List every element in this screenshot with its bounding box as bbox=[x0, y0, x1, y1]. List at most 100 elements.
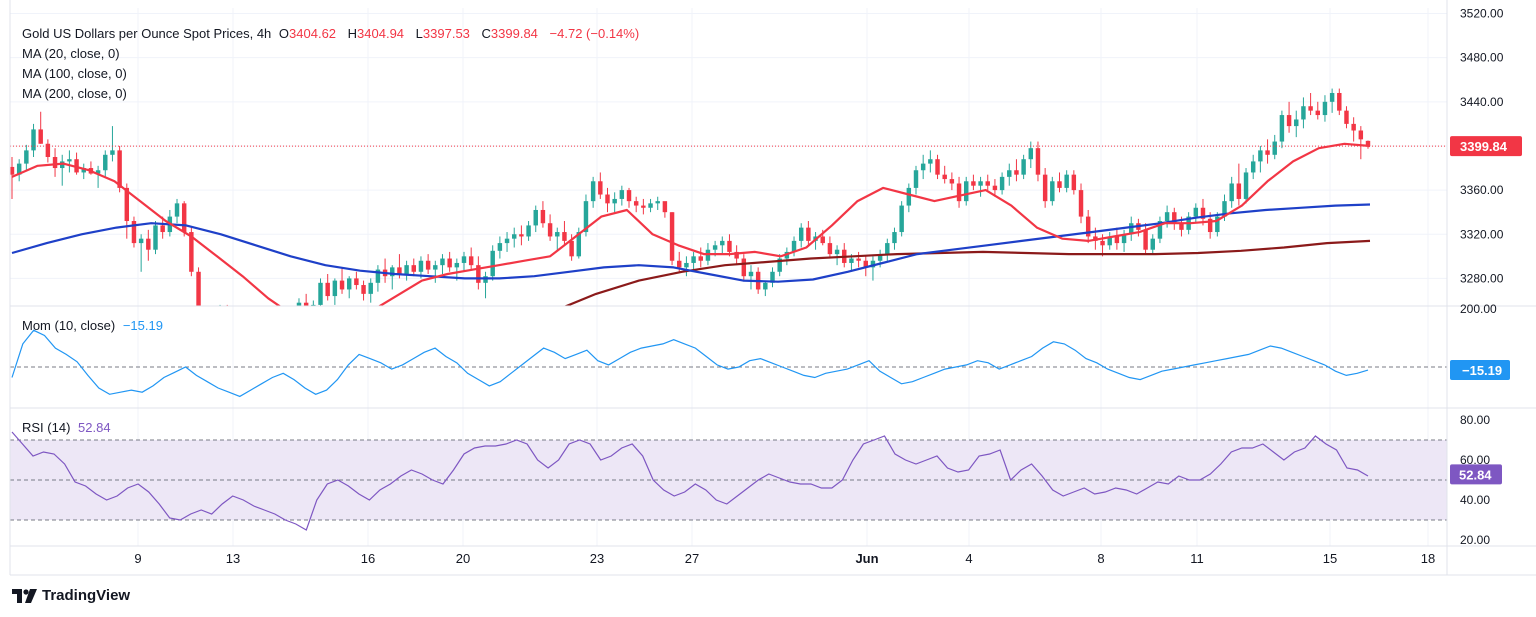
candle-body bbox=[1107, 236, 1112, 246]
momentum-tag bbox=[1450, 360, 1510, 380]
candle-body bbox=[1014, 170, 1019, 175]
chart-title: Gold US Dollars per Ounce Spot Prices, 4… bbox=[22, 26, 272, 41]
ma20-legend[interactable]: MA (20, close, 0) bbox=[22, 46, 120, 61]
candle-body bbox=[1236, 183, 1242, 199]
candle-body bbox=[562, 232, 567, 241]
candle-body bbox=[619, 190, 625, 199]
candle-body bbox=[1121, 234, 1127, 244]
candle-body bbox=[138, 238, 144, 244]
rsi-tag bbox=[1450, 464, 1502, 485]
candle-body bbox=[605, 194, 610, 204]
candle-body bbox=[1351, 123, 1356, 131]
candle-body bbox=[504, 238, 510, 244]
price-panel[interactable] bbox=[10, 88, 1447, 347]
ma20-line bbox=[11, 142, 1371, 306]
candle-body bbox=[103, 154, 108, 171]
candle-body bbox=[856, 258, 861, 261]
candle-body bbox=[1265, 150, 1270, 155]
candle-body bbox=[24, 150, 29, 164]
rsi-line bbox=[11, 431, 1369, 531]
candle-body bbox=[31, 129, 36, 151]
candle-body bbox=[1243, 172, 1249, 199]
candle-body bbox=[763, 282, 768, 290]
candle-body bbox=[1337, 92, 1342, 111]
high-value: 3404.94 bbox=[357, 26, 405, 41]
candle-body bbox=[189, 232, 194, 272]
axes: 3520.003480.003440.003400.003360.003320.… bbox=[9, 0, 1536, 576]
candle-body bbox=[612, 198, 617, 204]
candle-body bbox=[196, 271, 201, 306]
candle-body bbox=[705, 249, 711, 261]
time-tick-label: 13 bbox=[226, 551, 240, 566]
candle-body bbox=[906, 187, 912, 206]
change-value: −4.72 (−0.14%) bbox=[549, 26, 640, 41]
candle-body bbox=[1035, 148, 1041, 175]
candle-body bbox=[296, 302, 302, 306]
candle-body bbox=[1085, 216, 1091, 237]
candle-body bbox=[1028, 148, 1034, 160]
open-key: O bbox=[278, 26, 290, 41]
candle-body bbox=[1301, 106, 1306, 120]
candle-body bbox=[131, 221, 137, 244]
close-key: C bbox=[481, 26, 491, 41]
candle-body bbox=[1365, 140, 1371, 147]
candle-body bbox=[1100, 240, 1105, 246]
price-tick-label: 3320.00 bbox=[1460, 227, 1504, 241]
candle-body bbox=[1250, 161, 1256, 173]
candle-body bbox=[978, 181, 983, 186]
candle-body bbox=[598, 181, 603, 195]
candle-body bbox=[892, 232, 897, 244]
candle-body bbox=[583, 201, 589, 233]
candle-body bbox=[117, 150, 122, 188]
candle-body bbox=[920, 163, 926, 171]
candle-body bbox=[712, 245, 718, 250]
candle-body bbox=[1078, 190, 1084, 217]
time-tick-label: 15 bbox=[1323, 551, 1337, 566]
candle-body bbox=[425, 260, 431, 270]
candle-body bbox=[146, 238, 151, 250]
candle-body bbox=[174, 203, 180, 217]
rsi-tag-label: 52.84 bbox=[1459, 467, 1492, 482]
candle-body bbox=[511, 234, 517, 239]
price-tick-label: 3520.00 bbox=[1460, 7, 1504, 21]
candle-body bbox=[1114, 236, 1120, 244]
candle-body bbox=[949, 179, 955, 184]
ma100-legend[interactable]: MA (100, close, 0) bbox=[22, 66, 127, 81]
candle-body bbox=[741, 258, 747, 277]
candle-body bbox=[1042, 174, 1048, 202]
time-tick-label: 8 bbox=[1097, 551, 1104, 566]
candle-body bbox=[52, 157, 58, 169]
tradingview-brand[interactable]: TradingView bbox=[12, 587, 130, 604]
momentum-panel[interactable] bbox=[10, 329, 1447, 398]
rsi-legend[interactable]: RSI (14) 52.84 bbox=[22, 420, 115, 435]
ma200-line bbox=[563, 239, 1371, 306]
candle-body bbox=[110, 150, 115, 155]
candle-body bbox=[633, 201, 639, 206]
price-tick-label: 3480.00 bbox=[1460, 51, 1504, 65]
candle-body bbox=[626, 190, 632, 202]
price-tick-label: 3440.00 bbox=[1460, 95, 1504, 109]
candle-body bbox=[1322, 101, 1328, 116]
low-key: L bbox=[415, 26, 423, 41]
ma200-legend[interactable]: MA (200, close, 0) bbox=[22, 86, 127, 101]
time-tick-label: 20 bbox=[456, 551, 470, 566]
momentum-legend[interactable]: Mom (10, close) −15.19 bbox=[22, 318, 167, 333]
candle-body bbox=[526, 225, 531, 237]
momentum-line bbox=[11, 329, 1369, 398]
candle-body bbox=[411, 265, 417, 272]
rsi-panel[interactable] bbox=[10, 431, 1447, 531]
candle-body bbox=[124, 187, 130, 222]
candle-body bbox=[798, 227, 804, 241]
time-tick-label: 11 bbox=[1190, 551, 1204, 566]
candle-body bbox=[1286, 115, 1292, 127]
open-label: O3404.62 bbox=[279, 26, 340, 41]
candle-body bbox=[669, 212, 675, 261]
candle-body bbox=[74, 159, 79, 173]
low-label: L3397.53 bbox=[416, 26, 474, 41]
candle-body bbox=[777, 258, 782, 272]
candle-body bbox=[160, 225, 165, 233]
candle-body bbox=[10, 166, 15, 175]
candle-body bbox=[863, 260, 869, 268]
brand-label: TradingView bbox=[42, 587, 131, 604]
